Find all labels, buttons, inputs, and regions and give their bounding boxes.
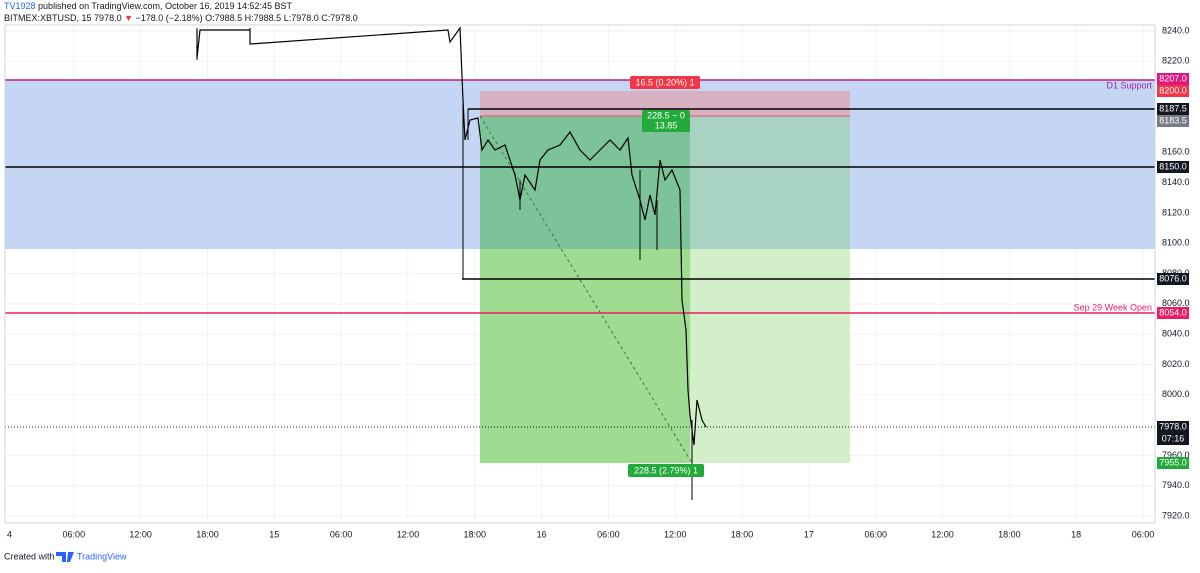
price-tag-bg xyxy=(1157,103,1189,115)
symbol-line: BITMEX:XBTUSD, 15 7978.0 ▼ −178.0 (−2.18… xyxy=(4,13,358,23)
time-label: 18:00 xyxy=(463,529,486,539)
author[interactable]: TV1928 xyxy=(4,1,36,11)
time-label: 18:00 xyxy=(196,529,219,539)
time-label: 17 xyxy=(804,529,814,539)
time-label: 06:00 xyxy=(330,529,353,539)
time-label: 18:00 xyxy=(731,529,754,539)
ratio-label: 228.5 ~ 0 xyxy=(647,110,685,120)
price-tag-bg xyxy=(1157,161,1189,173)
time-label: 18:00 xyxy=(998,529,1021,539)
last: 7978.0 xyxy=(94,13,122,23)
price-tag-bg xyxy=(1157,73,1189,85)
stop-label-bg xyxy=(630,76,700,89)
stop-label: 16.5 (0.20%) 1 xyxy=(635,77,694,87)
ratio-label: 13.85 xyxy=(655,120,678,130)
d1-support-label: D1 Support xyxy=(1106,80,1152,90)
price-label: 8120.0 xyxy=(1162,207,1190,217)
time-label: 06:00 xyxy=(63,529,86,539)
price-tag: 8150.0 xyxy=(1159,161,1187,171)
time-label: 4 xyxy=(7,529,12,539)
price-tag-bg xyxy=(1157,433,1189,445)
profit-overlap xyxy=(480,116,690,249)
price-label: 7960.0 xyxy=(1162,450,1190,460)
price-tag: 7955.0 xyxy=(1159,457,1187,467)
price-path xyxy=(196,26,707,446)
change: −178.0 (−2.18%) xyxy=(136,13,203,23)
time-label: 12:00 xyxy=(664,529,687,539)
ohlc: C:7978.0 xyxy=(321,13,358,23)
price-label: 8060.0 xyxy=(1162,298,1190,308)
price-tag-bg xyxy=(1157,421,1189,433)
symbol: BITMEX:XBTUSD, 15 xyxy=(4,13,92,23)
week-open-label: Sep 29 Week Open xyxy=(1074,302,1152,312)
price-tag: 07:16 xyxy=(1162,433,1185,443)
price-label: 7940.0 xyxy=(1162,480,1190,490)
profit-overlap-open xyxy=(690,116,850,249)
price-label: 8140.0 xyxy=(1162,177,1190,187)
price-tag-bg xyxy=(1157,457,1189,469)
time-label: 18 xyxy=(1071,529,1081,539)
arrow: ▼ xyxy=(124,13,133,23)
price-tag-bg xyxy=(1157,85,1189,97)
price-label: 8220.0 xyxy=(1162,56,1190,66)
trade-path xyxy=(479,115,693,464)
ohlc: O:7988.5 xyxy=(205,13,242,23)
price-label: 8100.0 xyxy=(1162,238,1190,248)
price-tag: 7978.0 xyxy=(1159,421,1187,431)
price-tag: 8183.5 xyxy=(1159,115,1187,125)
time-label: 12:00 xyxy=(129,529,152,539)
price-tag-bg xyxy=(1157,307,1189,319)
price-label: 8000.0 xyxy=(1162,389,1190,399)
ohlc: L:7978.0 xyxy=(284,13,319,23)
price-label: 8240.0 xyxy=(1162,25,1190,35)
price-tag: 8200.0 xyxy=(1159,85,1187,95)
price-label: 7920.0 xyxy=(1162,510,1190,520)
time-label: 06:00 xyxy=(1132,529,1155,539)
brand-logo xyxy=(56,552,74,562)
price-tag: 8207.0 xyxy=(1159,73,1187,83)
published: published on TradingView.com, October 16… xyxy=(38,1,293,11)
price-label: 8020.0 xyxy=(1162,359,1190,369)
time-label: 15 xyxy=(269,529,279,539)
price-label: 8080.0 xyxy=(1162,268,1190,278)
time-label: 06:00 xyxy=(597,529,620,539)
target-label-bg xyxy=(628,464,704,477)
price-label: 8160.0 xyxy=(1162,147,1190,157)
price-label: 8040.0 xyxy=(1162,329,1190,339)
footer-brand[interactable]: TradingView xyxy=(77,551,127,561)
ratio-label-bg xyxy=(642,110,690,132)
ohlc: H:7988.5 xyxy=(245,13,282,23)
price-tag-bg xyxy=(1157,115,1189,127)
price-tag: 8187.5 xyxy=(1159,103,1187,113)
time-label: 12:00 xyxy=(931,529,954,539)
price-tag: 8054.0 xyxy=(1159,307,1187,317)
price-tag-bg xyxy=(1157,273,1189,285)
target-label: 228.5 (2.79%) 1 xyxy=(634,465,698,475)
price-tag: 8076.0 xyxy=(1159,273,1187,283)
time-label: 12:00 xyxy=(397,529,420,539)
candle-wicks xyxy=(196,28,693,500)
time-label: 16 xyxy=(537,529,547,539)
header-line: TV1928 published on TradingView.com, Oct… xyxy=(4,1,293,11)
time-label: 06:00 xyxy=(864,529,887,539)
footer-created: Created with xyxy=(4,551,55,561)
